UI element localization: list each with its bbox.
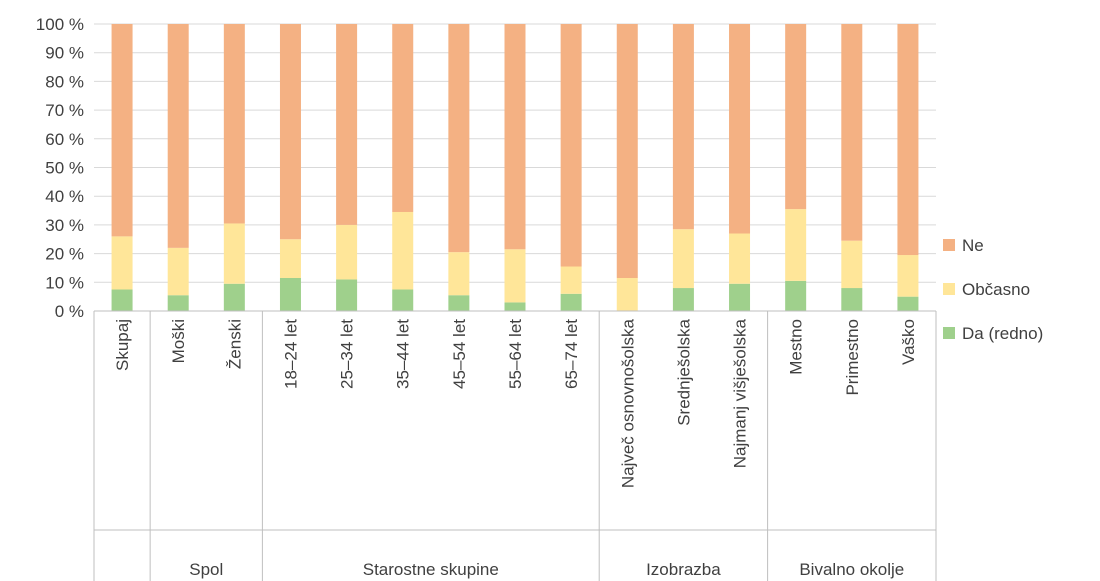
bar-segment-ob-asno xyxy=(841,240,863,289)
bar-segment-da-redno xyxy=(336,279,358,311)
bar-segment-ob-asno xyxy=(336,224,358,280)
bar-segment-da-redno xyxy=(504,302,526,311)
bar-segment-ob-asno xyxy=(897,255,919,297)
x-tick-label: Moški xyxy=(169,319,188,363)
bar-segment-ne xyxy=(167,24,189,248)
bar-segment-ne xyxy=(616,24,638,278)
x-tick-label: 18–24 let xyxy=(281,319,300,389)
y-axis: 0 % 10 % 20 % 30 % 40 % 50 % 60 % 70 % 80 % 90 % 1… xyxy=(36,15,84,321)
bar-segment-ne xyxy=(729,24,751,234)
bar-segment-da-redno xyxy=(672,288,694,311)
bar-segment-da-redno xyxy=(279,277,301,311)
bar-segment-da-redno xyxy=(223,283,245,311)
x-axis: Skupaj Moški Ženski 18–24 let 25–34 let 35–44… xyxy=(93,310,937,581)
x-tick-label: Vaško xyxy=(899,319,918,365)
group-label: Izobrazba xyxy=(646,560,721,579)
x-tick-label: 25–34 let xyxy=(338,319,357,389)
x-tick-label: 45–54 let xyxy=(450,319,469,389)
bar-segment-ne xyxy=(560,24,582,267)
bar-segment-ne xyxy=(392,24,414,212)
x-tick-label: Največ osnovnošolska xyxy=(618,318,637,488)
legend: Ne Občasno Da (redno) xyxy=(943,236,1043,343)
bar-segment-ne xyxy=(448,24,470,253)
bar-segment-da-redno xyxy=(560,293,582,311)
bar-segment-ne xyxy=(223,24,245,224)
bar-segment-ne xyxy=(504,24,526,250)
bar-segment-ne xyxy=(672,24,694,230)
bar-segment-ob-asno xyxy=(111,236,133,290)
y-tick-label: 70 % xyxy=(45,101,84,120)
y-tick-label: 90 % xyxy=(45,44,84,63)
x-tick-label: Skupaj xyxy=(113,319,132,371)
legend-label: Ne xyxy=(962,236,984,255)
bar-segment-ob-asno xyxy=(729,233,751,284)
bar-segment-da-redno xyxy=(111,289,133,311)
bar-segment-ob-asno xyxy=(223,223,245,284)
legend-label: Da (redno) xyxy=(962,324,1043,343)
y-tick-label: 10 % xyxy=(45,273,84,292)
bar-segment-da-redno xyxy=(448,295,470,311)
x-tick-label: Primestno xyxy=(843,319,862,396)
bar-segment-ob-asno xyxy=(504,249,526,303)
bar-segment-ob-asno xyxy=(616,277,638,311)
legend-swatch xyxy=(943,283,955,295)
y-tick-label: 0 % xyxy=(55,302,84,321)
legend-swatch xyxy=(943,239,955,251)
bar-segment-ne xyxy=(785,24,807,210)
y-tick-label: 30 % xyxy=(45,216,84,235)
y-tick-label: 100 % xyxy=(36,15,84,34)
x-tick-label: Srednješolska xyxy=(674,318,693,425)
bar-segment-ne xyxy=(897,24,919,256)
x-tick-label: 65–74 let xyxy=(562,319,581,389)
group-label: Bivalno okolje xyxy=(799,560,904,579)
x-tick-label: Ženski xyxy=(225,319,244,369)
bar-segment-ob-asno xyxy=(785,209,807,281)
bar-segment-ob-asno xyxy=(448,252,470,296)
bar-segment-ne xyxy=(336,24,358,225)
bar-segment-ob-asno xyxy=(279,239,301,278)
x-tick-label: 55–64 let xyxy=(506,319,525,389)
bar-segment-da-redno xyxy=(785,280,807,311)
bar-segment-ob-asno xyxy=(167,247,189,296)
y-tick-label: 40 % xyxy=(45,187,84,206)
bar-segment-da-redno xyxy=(897,296,919,311)
bar-segment-da-redno xyxy=(167,295,189,311)
x-tick-label: Najmanj višješolska xyxy=(731,318,750,468)
bar-segment-da-redno xyxy=(392,289,414,311)
y-tick-label: 60 % xyxy=(45,130,84,149)
legend-swatch xyxy=(943,327,955,339)
bar-segment-ne xyxy=(279,24,301,240)
bars xyxy=(111,24,919,311)
bar-segment-da-redno xyxy=(729,283,751,311)
group-label: Starostne skupine xyxy=(363,560,499,579)
x-tick-label: 35–44 let xyxy=(394,319,413,389)
y-tick-label: 20 % xyxy=(45,245,84,264)
bar-segment-ob-asno xyxy=(560,266,582,294)
bar-segment-da-redno xyxy=(841,288,863,311)
bar-segment-ob-asno xyxy=(672,229,694,289)
bar-segment-ne xyxy=(841,24,863,241)
bar-segment-ob-asno xyxy=(392,211,414,290)
x-tick-label: Mestno xyxy=(787,319,806,375)
y-tick-label: 80 % xyxy=(45,72,84,91)
group-label: Spol xyxy=(189,560,223,579)
bar-segment-ne xyxy=(111,24,133,237)
y-tick-label: 50 % xyxy=(45,159,84,178)
legend-label: Občasno xyxy=(962,280,1030,299)
